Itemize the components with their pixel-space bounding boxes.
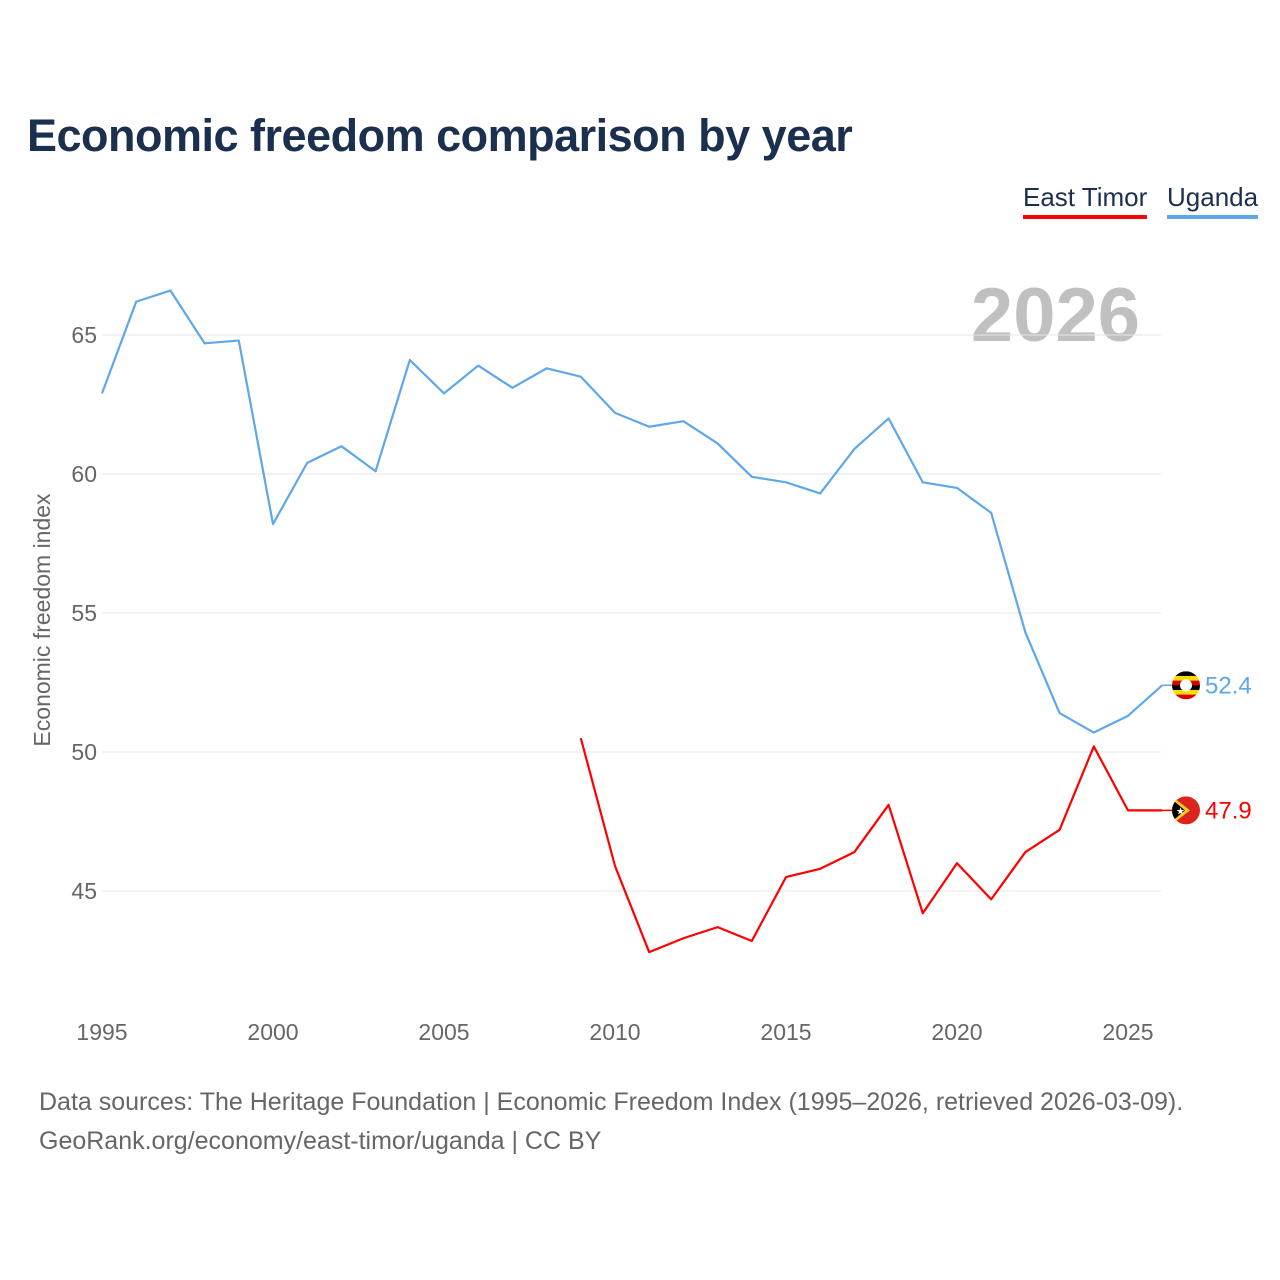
star-icon: ★ xyxy=(1176,806,1185,817)
uganda-flag-stripe xyxy=(1172,689,1200,696)
series-line-uganda xyxy=(100,289,1163,734)
series-line-east-timor xyxy=(579,737,1163,954)
y-tick-label: 45 xyxy=(71,878,97,904)
end-value-label: 47.9 xyxy=(1205,797,1252,824)
x-tick-label: 2005 xyxy=(418,1019,469,1045)
footer-sources: Data sources: The Heritage Foundation | … xyxy=(39,1088,1184,1116)
uganda-flag-stripe xyxy=(1172,675,1200,682)
y-tick-label: 60 xyxy=(71,461,97,487)
x-tick-label: 2025 xyxy=(1102,1019,1153,1045)
chart-title: Economic freedom comparison by year xyxy=(27,110,853,161)
uganda-flag-emblem-icon xyxy=(1180,679,1192,692)
x-tick-label: 2010 xyxy=(589,1019,640,1045)
footer-link: GeoRank.org/economy/east-timor/uganda | … xyxy=(39,1127,602,1155)
x-tick-label: 1995 xyxy=(76,1019,127,1045)
y-tick-label: 55 xyxy=(71,600,97,626)
y-tick-label: 65 xyxy=(71,322,97,348)
end-value-label: 52.4 xyxy=(1205,672,1252,699)
y-tick-label: 50 xyxy=(71,739,97,765)
legend-east-timor[interactable]: East Timor xyxy=(1023,182,1148,219)
x-tick-label: 2015 xyxy=(760,1019,811,1045)
east-timor-flag-black-triangle xyxy=(1172,799,1185,822)
y-axis-label: Economic freedom index xyxy=(29,493,55,747)
legend-uganda[interactable]: Uganda xyxy=(1167,182,1259,219)
x-tick-label: 2000 xyxy=(247,1019,298,1045)
year-watermark: 2026 xyxy=(971,273,1140,358)
uganda-flag-stripe xyxy=(1172,694,1200,700)
x-tick-label: 2020 xyxy=(931,1019,982,1045)
uganda-flag-stripe xyxy=(1172,671,1200,677)
